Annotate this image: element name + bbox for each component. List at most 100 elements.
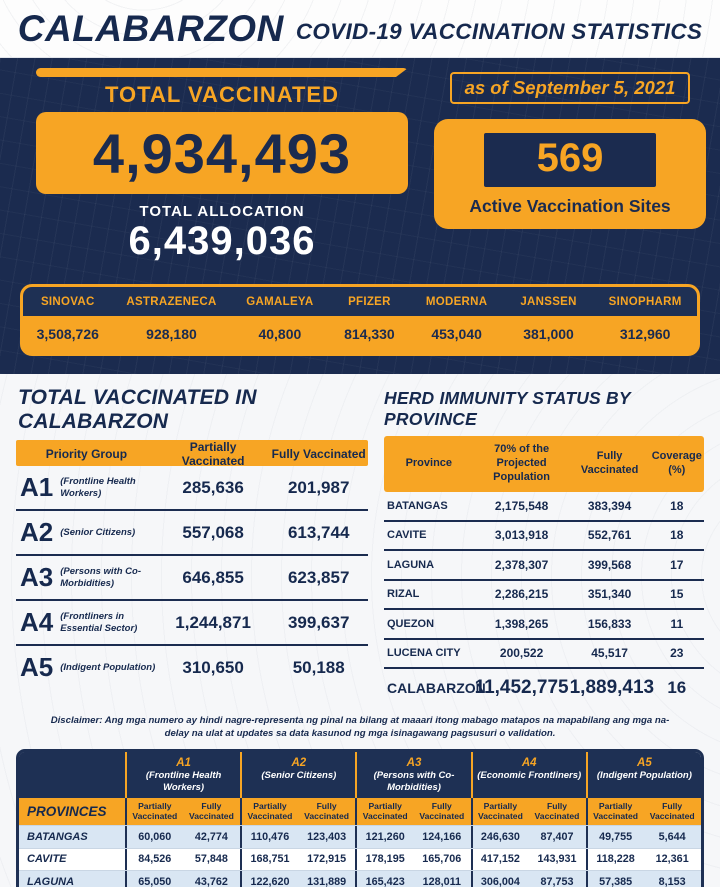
group-desc: (Persons with Co-Morbidities) <box>373 769 455 793</box>
page-title: COVID-19 VACCINATION STATISTICS <box>295 18 703 44</box>
province-name: LAGUNA <box>387 558 435 571</box>
priority-desc: (Frontliners in Essential Sector) <box>60 611 138 634</box>
vaccine-brand: ASTRAZENECA <box>126 296 217 308</box>
group-code: A4 <box>521 756 537 769</box>
fully-vaccinated-value: 623,857 <box>287 567 350 587</box>
group-header: A1 (Frontline Health Workers) <box>125 751 240 798</box>
value-cell: 124,166 <box>422 830 462 843</box>
table-row: A5 (Indigent Population) 310,650 50,188 <box>16 646 368 689</box>
table-row: CAVITE 3,013,918 552,761 18 <box>384 522 704 551</box>
group-header-row: A1 (Frontline Health Workers) A2 (Senior… <box>19 751 701 798</box>
vaccine-value: 814,330 <box>344 326 395 342</box>
partially-vaccinated-value: 557,068 <box>182 522 244 542</box>
value-cell: 178,195 <box>355 848 413 871</box>
partially-vaccinated-value: 646,855 <box>182 567 244 587</box>
total-vaccinated-label: TOTAL VACCINATED <box>105 82 339 107</box>
priority-table-header: Priority Group Partially Vaccinated Full… <box>16 440 368 468</box>
column-header: Partially Vaccinated <box>181 440 245 468</box>
vaccine-brand: PFIZER <box>348 296 391 308</box>
vaccine-brand: JANSSEN <box>520 296 577 308</box>
sub-header-fully: Fully Vaccinated <box>534 800 580 822</box>
value-cell: 417,152 <box>470 848 529 871</box>
column-header: Priority Group <box>45 447 128 461</box>
fully-vaccinated-value: 383,394 <box>587 498 632 513</box>
province-name: CAVITE <box>387 529 427 542</box>
value-cell: 168,751 <box>240 848 298 871</box>
column-header: Province <box>405 457 453 470</box>
table-row: BATANGAS 60,060 42,774 110,476 123,403 1… <box>19 825 701 848</box>
group-desc: (Frontline Health Workers) <box>145 769 222 793</box>
priority-group-cell: A5 (Indigent Population) <box>16 652 157 683</box>
sub-header-partial: Partially Vaccinated <box>470 797 529 826</box>
fully-vaccinated-value: 201,987 <box>287 477 350 497</box>
projected-population: 2,378,307 <box>494 557 549 572</box>
priority-group-table: TOTAL VACCINATED IN CALABARZON Priority … <box>16 384 368 707</box>
value-cell: 42,774 <box>194 830 228 843</box>
fully-vaccinated-value: 156,833 <box>587 616 632 631</box>
vaccine-value: 312,960 <box>619 326 671 342</box>
value-cell: 131,889 <box>307 875 347 887</box>
sub-header-fully: Fully Vaccinated <box>419 800 465 822</box>
value-cell: 5,644 <box>658 830 686 843</box>
value-cell: 57,848 <box>194 853 228 866</box>
sub-header-partial: Partially Vaccinated <box>125 797 183 826</box>
active-sites-value: 569 <box>536 136 604 180</box>
column-header: 70% of the Projected Population <box>493 443 550 483</box>
projected-population-total: 11,452,775 <box>474 677 569 698</box>
total-vaccinated-block: TOTAL VACCINATED 4,934,493 TOTAL ALLOCAT… <box>14 68 434 262</box>
projected-population: 200,522 <box>499 646 544 661</box>
value-cell: 143,931 <box>537 853 577 866</box>
coverage-percent: 23 <box>670 646 684 661</box>
province-name: QUEZON <box>387 617 435 630</box>
sub-header-fully: Fully Vaccinated <box>649 800 695 822</box>
province-name: BATANGAS <box>387 499 448 512</box>
priority-group-cell: A1 (Frontline Health Workers) <box>16 472 157 503</box>
priority-code: A1 <box>20 472 54 502</box>
total-vaccinated-value: 4,934,493 <box>92 121 352 185</box>
province-name: LUCENA CITY <box>387 647 461 660</box>
priority-desc: (Indigent Population) <box>60 661 156 673</box>
vaccine-value: 453,040 <box>431 326 482 342</box>
herd-immunity-table: HERD IMMUNITY STATUS BY PROVINCE Provinc… <box>384 384 704 707</box>
value-cell: 8,153 <box>658 875 686 887</box>
partially-vaccinated-value: 1,244,871 <box>175 612 251 632</box>
coverage-percent: 11 <box>670 616 684 631</box>
fully-vaccinated-value: 399,637 <box>287 612 350 632</box>
projected-population: 3,013,918 <box>494 528 549 543</box>
projected-population: 1,398,265 <box>494 616 549 631</box>
provinces-label: PROVINCES <box>27 803 107 819</box>
table-row: LAGUNA 2,378,307 399,568 17 <box>384 551 704 581</box>
table-row: A4 (Frontliners in Essential Sector) 1,2… <box>16 601 368 646</box>
group-desc: (Indigent Population) <box>596 769 692 781</box>
value-cell: 87,407 <box>540 830 574 843</box>
priority-desc: (Senior Citizens) <box>60 526 136 538</box>
column-header: Coverage (%) <box>651 450 702 476</box>
vaccine-value: 381,000 <box>523 326 574 342</box>
priority-group-cell: A3 (Persons with Co-Morbidities) <box>16 562 157 593</box>
fully-vaccinated-total: 1,889,413 <box>569 677 655 698</box>
province-breakdown-table: A1 (Frontline Health Workers) A2 (Senior… <box>16 748 704 887</box>
vaccine-brand: GAMALEYA <box>246 296 314 308</box>
value-cell: 87,753 <box>540 875 574 887</box>
value-cell: 123,403 <box>307 830 347 843</box>
priority-table-title: TOTAL VACCINATED IN CALABARZON <box>18 386 257 433</box>
priority-code: A3 <box>20 562 54 592</box>
table-row: LAGUNA 65,050 43,762 122,620 131,889 165… <box>19 870 701 887</box>
value-cell: 306,004 <box>470 871 529 887</box>
disclaimer-text: Disclaimer: Ang mga numero ay hindi nagr… <box>50 715 670 739</box>
header-band: CALABARZON COVID-19 VACCINATION STATISTI… <box>0 0 720 58</box>
coverage-total: 16 <box>667 678 687 697</box>
active-sites-label: Active Vaccination Sites <box>469 196 671 216</box>
province-name: LAGUNA <box>27 875 75 887</box>
coverage-percent: 15 <box>670 587 684 602</box>
fully-vaccinated-value: 552,761 <box>587 528 632 543</box>
group-desc: (Economic Frontliners) <box>477 769 582 781</box>
partially-vaccinated-value: 310,650 <box>182 657 244 677</box>
hero-section: TOTAL VACCINATED 4,934,493 TOTAL ALLOCAT… <box>0 58 720 374</box>
fully-vaccinated-value: 50,188 <box>292 657 345 677</box>
column-header: Fully Vaccinated <box>580 450 639 476</box>
projected-population: 2,286,215 <box>494 587 549 602</box>
priority-desc: (Frontline Health Workers) <box>60 476 136 499</box>
priority-code: A2 <box>20 517 54 547</box>
priority-desc: (Persons with Co-Morbidities) <box>60 566 142 589</box>
